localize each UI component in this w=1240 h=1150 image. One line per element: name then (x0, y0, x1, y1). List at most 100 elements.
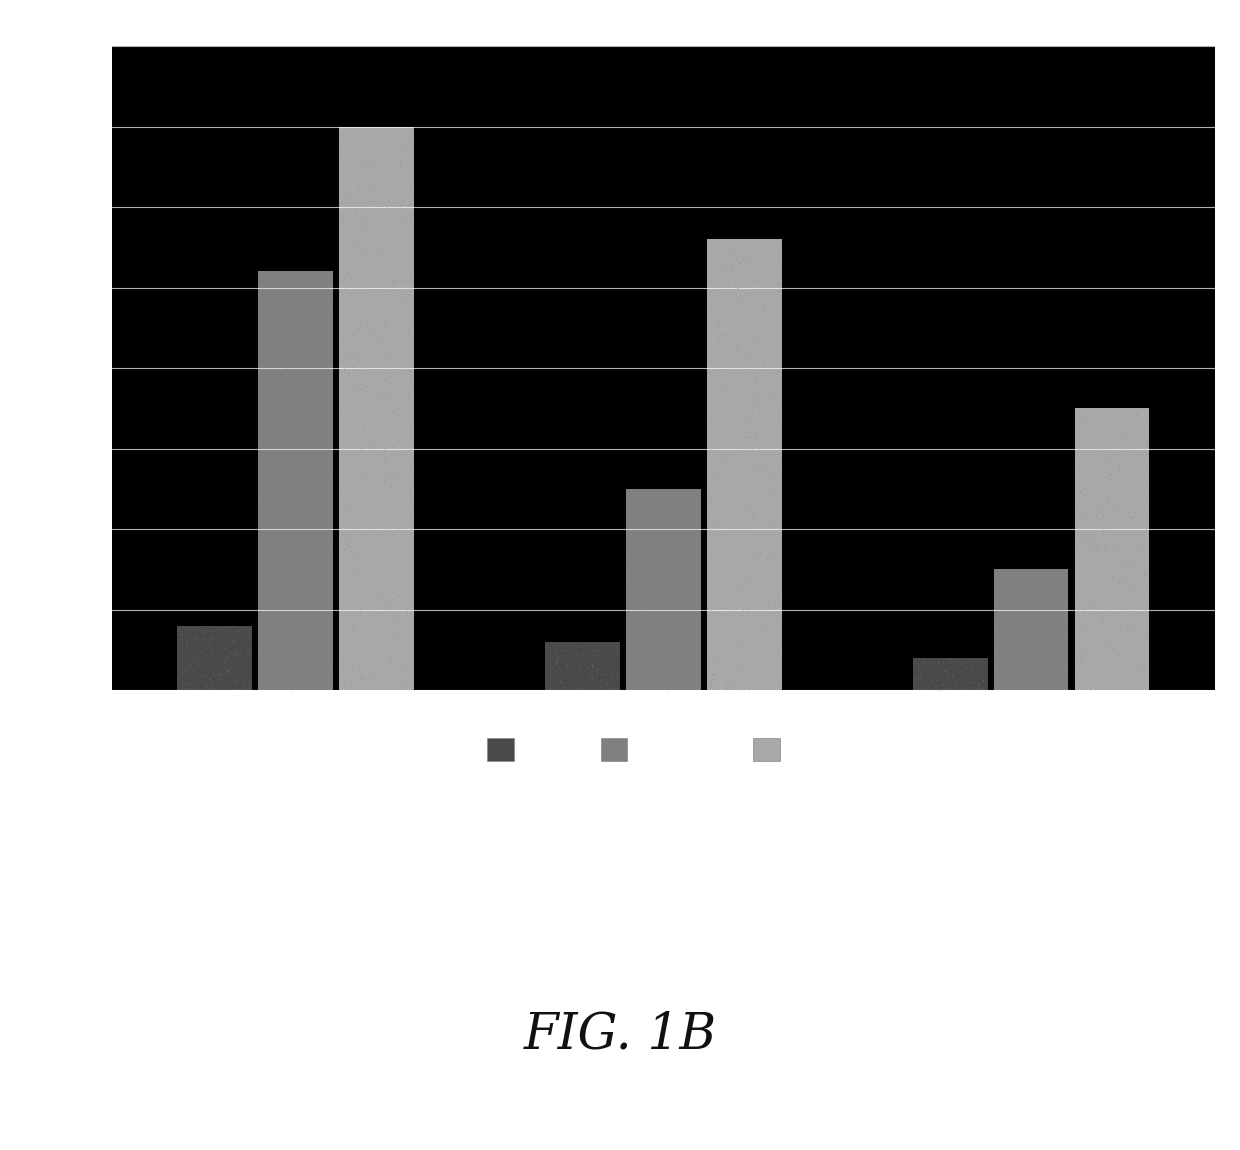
Point (1078, 426, 1097, 444)
Point (295, 561, 315, 580)
Point (311, 664, 331, 682)
Point (367, 288, 387, 306)
Point (334, 238, 353, 256)
Point (704, 274, 724, 292)
Point (348, 417, 368, 436)
Point (761, 355, 781, 374)
Point (345, 549, 365, 567)
Point (722, 244, 742, 262)
Point (238, 624, 258, 643)
Point (1053, 589, 1073, 607)
Point (388, 506, 408, 524)
Point (218, 635, 238, 653)
Point (388, 442, 408, 460)
Point (337, 535, 357, 553)
Point (622, 500, 642, 519)
Point (341, 549, 361, 567)
Point (1099, 488, 1118, 506)
Point (733, 601, 753, 620)
Point (286, 340, 306, 359)
Point (306, 307, 326, 325)
Point (291, 675, 311, 693)
Point (733, 658, 753, 676)
Point (1105, 591, 1125, 610)
Point (289, 421, 309, 439)
Point (655, 651, 675, 669)
Point (1022, 661, 1042, 680)
Point (760, 438, 780, 457)
Point (269, 669, 289, 688)
Point (718, 565, 738, 583)
Point (1126, 646, 1146, 665)
Point (272, 302, 291, 321)
Point (1126, 549, 1146, 567)
Point (389, 373, 409, 391)
Point (768, 409, 787, 428)
Point (1008, 569, 1028, 588)
Point (1116, 562, 1136, 581)
Point (670, 582, 689, 600)
Point (717, 681, 737, 699)
Point (382, 166, 402, 184)
Point (355, 371, 374, 390)
Point (764, 546, 784, 565)
Point (301, 474, 321, 492)
Point (294, 538, 314, 557)
Point (668, 538, 688, 557)
Point (761, 546, 781, 565)
Point (300, 462, 320, 481)
Point (763, 486, 782, 505)
Point (300, 653, 320, 672)
Point (704, 512, 724, 530)
Point (319, 576, 339, 595)
Point (388, 629, 408, 647)
Point (355, 641, 374, 659)
Point (382, 485, 402, 504)
Point (1131, 555, 1151, 574)
Point (1017, 599, 1037, 618)
Point (279, 651, 299, 669)
Point (1137, 461, 1157, 480)
Point (737, 370, 756, 389)
Point (625, 565, 645, 583)
Point (358, 220, 378, 238)
Point (345, 298, 365, 316)
Point (699, 491, 719, 509)
Point (315, 398, 335, 416)
Point (357, 243, 377, 261)
Point (724, 509, 744, 528)
Point (758, 269, 777, 288)
Point (303, 626, 322, 644)
Point (634, 662, 653, 681)
Point (657, 507, 677, 526)
Point (1100, 477, 1120, 496)
Point (394, 235, 414, 253)
Point (361, 363, 381, 382)
Point (727, 393, 746, 412)
Point (1083, 557, 1102, 575)
Point (709, 473, 729, 491)
Point (1075, 586, 1095, 605)
Point (270, 352, 290, 370)
Point (1029, 607, 1049, 626)
Point (737, 317, 756, 336)
Point (1087, 537, 1107, 555)
Point (714, 429, 734, 447)
Point (372, 390, 392, 408)
Point (289, 383, 309, 401)
Point (362, 484, 382, 503)
Point (319, 453, 339, 472)
Point (1091, 635, 1111, 653)
Point (378, 398, 398, 416)
Point (315, 528, 335, 546)
Point (289, 619, 309, 637)
Point (742, 547, 761, 566)
Point (373, 615, 393, 634)
Point (1076, 429, 1096, 447)
Point (1086, 542, 1106, 560)
Point (351, 529, 371, 547)
Point (660, 498, 680, 516)
Point (653, 653, 673, 672)
Point (717, 324, 737, 343)
Point (678, 675, 698, 693)
